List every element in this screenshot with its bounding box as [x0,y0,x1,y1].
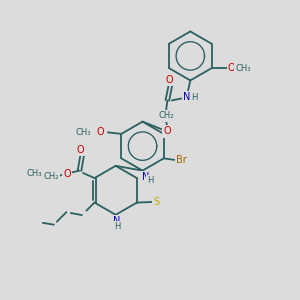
Text: CH₃: CH₃ [75,128,91,137]
Text: N: N [183,92,190,102]
Text: CH₂: CH₂ [44,172,59,181]
Text: CH₂: CH₂ [158,112,174,121]
Text: H: H [192,93,198,102]
Text: N: N [142,172,149,182]
Text: S: S [153,197,159,207]
Text: O: O [63,169,71,179]
Text: O: O [164,127,171,136]
Text: O: O [228,63,235,73]
Text: O: O [97,128,104,137]
Text: H: H [147,176,154,185]
Text: O: O [77,145,85,155]
Text: CH₃: CH₃ [235,64,250,73]
Text: N: N [113,216,121,226]
Text: H: H [114,222,120,231]
Text: CH₃: CH₃ [26,169,42,178]
Text: Br: Br [176,155,187,165]
Text: O: O [165,74,173,85]
